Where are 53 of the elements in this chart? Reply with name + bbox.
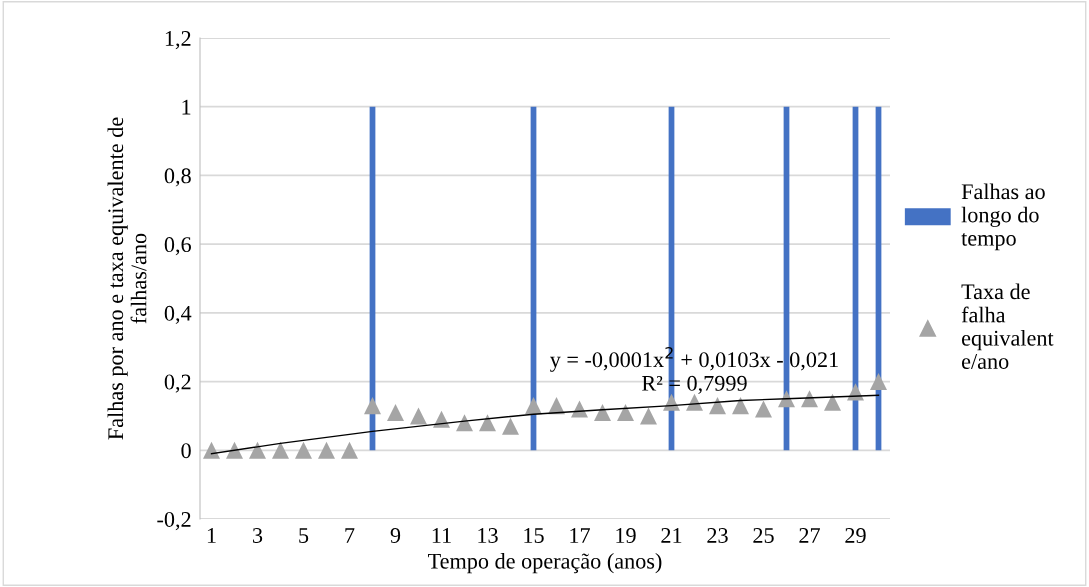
x-tick-label: 13 xyxy=(478,528,498,543)
point xyxy=(593,403,612,421)
point xyxy=(409,407,428,425)
x-tick-label: 1 xyxy=(207,528,216,543)
x-tick-label: 21 xyxy=(661,528,682,543)
point xyxy=(248,441,267,459)
x-tick-label: 3 xyxy=(253,528,263,543)
y-tick-label: 1,2 xyxy=(165,30,191,50)
x-tick-label: 25 xyxy=(753,528,774,543)
x-tick-label: 5 xyxy=(299,528,309,543)
point xyxy=(455,414,474,432)
x-tick-label: 27 xyxy=(799,528,820,543)
point xyxy=(616,403,635,421)
point xyxy=(731,397,750,415)
x-tick-label: 29 xyxy=(845,528,866,543)
x-tick-label: 19 xyxy=(616,528,636,543)
point xyxy=(869,373,888,391)
point xyxy=(708,397,727,415)
x-tick-label: 9 xyxy=(390,528,401,543)
y-tick-label: 0,4 xyxy=(164,305,192,324)
point xyxy=(800,390,819,408)
point xyxy=(202,441,221,459)
x-tick-label: 15 xyxy=(524,528,544,543)
y-tick-label: 0 xyxy=(181,443,191,459)
point xyxy=(340,441,359,459)
point xyxy=(317,441,336,459)
y-axis-title: Falhas por ano e taxa equivalente de falhas/ano xyxy=(107,117,147,440)
point xyxy=(777,390,796,408)
point xyxy=(225,441,244,459)
point xyxy=(754,400,773,418)
point xyxy=(639,407,658,425)
point xyxy=(570,400,589,418)
y-tick-label: -0,2 xyxy=(157,511,191,531)
x-tick-label: 17 xyxy=(570,528,590,543)
y-tick-label: 1 xyxy=(182,99,191,115)
x-tick-label: 11 xyxy=(432,528,451,543)
point xyxy=(363,397,382,415)
point xyxy=(478,414,497,432)
point xyxy=(501,417,520,435)
point xyxy=(294,441,313,459)
point xyxy=(823,393,842,411)
y-tick-label: 0,6 xyxy=(164,237,191,256)
legend-label: Taxa de falha equivalente/ano xyxy=(961,283,1054,369)
point xyxy=(386,403,405,421)
point xyxy=(524,397,543,415)
y-tick-label: 0,2 xyxy=(164,374,191,393)
x-axis-title: Tempo de operação (anos) xyxy=(428,553,662,574)
x-tick-label: 7 xyxy=(345,528,355,543)
y-tick-label: 0,8 xyxy=(164,168,191,187)
point xyxy=(662,393,681,411)
point xyxy=(271,441,290,459)
x-tick-label: 23 xyxy=(707,528,728,543)
legend-label: Falhas ao longo do tempo xyxy=(961,183,1045,251)
